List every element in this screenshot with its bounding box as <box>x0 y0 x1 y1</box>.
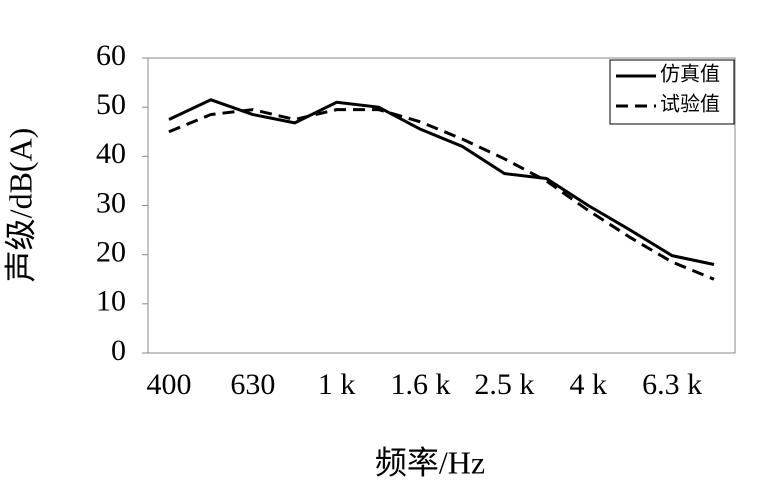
y-tick-label: 10 <box>96 285 126 318</box>
x-tick-label: 400 <box>146 368 191 401</box>
y-tick-label: 40 <box>96 137 126 170</box>
y-tick-label: 0 <box>111 334 126 367</box>
x-tick-label: 1 k <box>318 368 356 401</box>
x-axis-label: 频率/Hz <box>375 444 485 480</box>
y-tick-label: 50 <box>96 88 126 121</box>
y-tick-label: 20 <box>96 236 126 269</box>
legend-label: 仿真值 <box>660 63 720 86</box>
y-tick-label: 60 <box>96 39 126 72</box>
x-tick-label: 6.3 k <box>642 368 702 401</box>
x-tick-label: 1.6 k <box>391 368 451 401</box>
legend-box <box>609 59 735 125</box>
y-axis-label: 声级/dB(A) <box>2 128 38 283</box>
x-tick-label: 2.5 k <box>474 368 534 401</box>
x-tick-label: 630 <box>230 368 275 401</box>
line-series <box>168 98 715 266</box>
x-tick-label: 4 k <box>570 368 608 401</box>
line-series <box>168 108 715 281</box>
legend-label: 试验值 <box>660 93 720 116</box>
y-tick-label: 30 <box>96 186 126 219</box>
